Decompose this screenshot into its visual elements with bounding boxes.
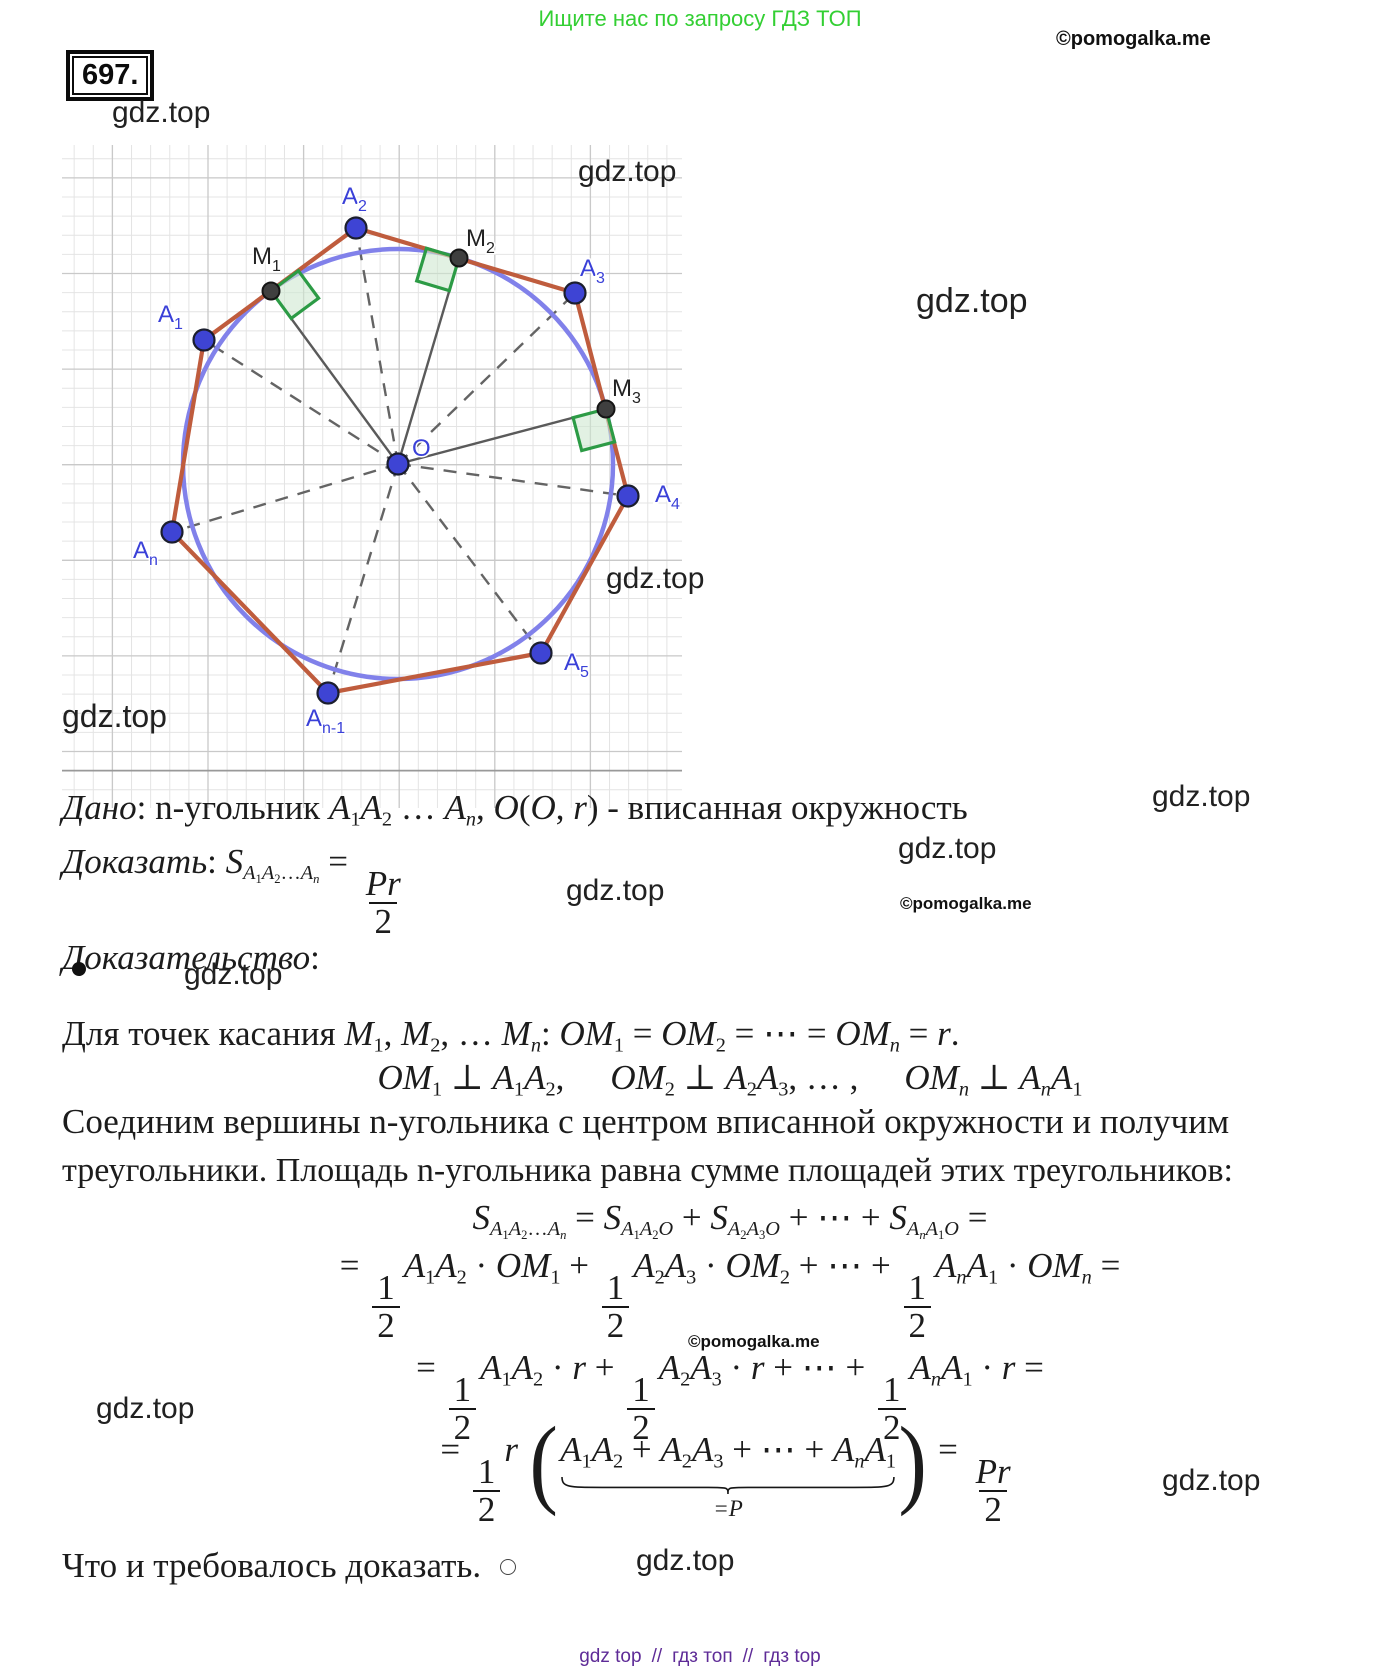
qed-circle-icon — [499, 1559, 516, 1575]
tangent-point-label: M3 — [612, 375, 641, 407]
tangent-point-dot — [449, 248, 469, 268]
gdz-watermark: gdz.top — [1162, 1464, 1261, 1497]
dashed-radius-line — [397, 292, 576, 465]
gdz-watermark: gdz.top — [96, 1392, 195, 1425]
tangent-radius-line — [397, 407, 607, 466]
gdz-watermark: gdz.top — [1152, 780, 1251, 813]
promo-banner-text: Ищите нас по запросу ГДЗ ТОП — [538, 6, 862, 31]
problem-number: 697. — [72, 56, 149, 96]
pomogalka-watermark: ©pomogalka.me — [688, 1332, 820, 1351]
dashed-radius-line — [397, 463, 542, 654]
center-dot — [386, 452, 410, 476]
vertex-label: An-1 — [306, 705, 345, 737]
copyright-watermark-top: ©pomogalka.me — [1056, 28, 1211, 50]
vertex-dot — [344, 216, 368, 240]
pomogalka-watermark: ©pomogalka.me — [900, 894, 1032, 913]
vertex-dot — [529, 641, 553, 665]
gdz-watermark: gdz.top — [916, 282, 1028, 320]
tangent-radius-line — [270, 290, 399, 465]
tangent-point-dot — [261, 281, 281, 301]
vertex-label: A3 — [580, 255, 605, 287]
vertex-label: A4 — [655, 481, 680, 513]
footer-separator: // — [742, 1646, 754, 1667]
dashed-radius-line — [171, 462, 399, 534]
prove-line: Доказать: SA1A2…An = Pr 2 — [62, 842, 401, 942]
gdz-watermark: gdz.top — [566, 874, 665, 907]
vertex-label: A1 — [158, 301, 183, 333]
vertex-label: An — [133, 537, 158, 569]
underbrace-label: =P — [713, 1496, 743, 1521]
vertex-label: A2 — [342, 183, 367, 215]
half-om-line: = 1 2 A1A2 · OM1 + 1 2 A2A3 · OM2 + ⋯ + 1 2 An… — [339, 1246, 1121, 1346]
footer-link[interactable]: гдз top — [763, 1646, 821, 1667]
gdz-watermark: gdz.top — [184, 958, 283, 991]
gdz-watermark: gdz.top — [62, 698, 167, 734]
ngon-outline — [169, 225, 631, 696]
vertex-dot — [316, 681, 340, 705]
half-r-line: = 1 2 A1A2 · r + 1 2 A2A3 · r + ⋯ + 1 2 AnA1 ·… — [416, 1348, 1044, 1448]
footer-separator: // — [651, 1646, 663, 1667]
proof-heading: Доказательство: — [62, 938, 320, 977]
right-angle-marker — [414, 246, 461, 293]
right-angle-marker — [268, 268, 321, 321]
dashed-radius-line — [354, 227, 400, 465]
gdz-watermark: gdz.top — [112, 96, 211, 129]
footer-link[interactable]: гдз топ — [672, 1646, 733, 1667]
tangent-point-dot — [596, 399, 616, 419]
tangent-points-line: Для точек касания M1, M2, … Mn: OM1 = OM… — [62, 1014, 960, 1057]
bullet-point — [72, 962, 86, 976]
underbrace-group: A1A2 + A2A3 + ⋯ + AnA1 =P — [560, 1428, 896, 1521]
tangent-point-label: M1 — [252, 243, 281, 275]
dashed-radius-line — [203, 338, 399, 466]
right-angle-marker — [571, 407, 617, 453]
gdz-watermark: gdz.top — [606, 562, 705, 595]
given-line: Дано: n-угольник A1A2 … An, O(O, r) - вп… — [62, 788, 968, 831]
gdz-watermark: gdz.top — [578, 155, 677, 188]
tangent-radius-line — [396, 257, 461, 465]
dashed-radius-line — [326, 463, 400, 694]
connect-line-2: треугольники. Площадь n-угольника равна … — [62, 1152, 1234, 1189]
tangent-point-label: M2 — [466, 225, 495, 257]
dashed-radius-line — [397, 462, 629, 498]
vertex-label: A5 — [564, 649, 589, 681]
geometry-figure: A1 A2 A3 A4 A5 An-1 An M1 M2 M3 O — [62, 145, 682, 808]
vertex-dot — [192, 328, 216, 352]
connect-line-1: Соединим вершины n-угольника с центром в… — [62, 1102, 1230, 1141]
qed-line: Что и требовалось доказать. — [62, 1544, 516, 1588]
vertex-dot — [616, 484, 640, 508]
gdz-watermark: gdz.top — [898, 832, 997, 865]
gdz-watermark: gdz.top — [636, 1544, 735, 1577]
center-label: O — [412, 435, 431, 462]
area-sum-line: SA1A2…An = SA1A2O + SA2A3O + ⋯ + SAnA1O … — [472, 1198, 988, 1243]
footer-link[interactable]: gdz top — [579, 1646, 642, 1667]
problem-number-badge: 697. — [66, 50, 155, 102]
vertex-dot — [563, 281, 587, 305]
footer-links: gdz top // гдз топ // гдз top — [0, 1646, 1400, 1668]
vertex-dot — [160, 520, 184, 544]
perpendicular-line: OM1 ⊥ A1A2, OM2 ⊥ A2A3, … , OMn ⊥ AnA1 — [377, 1058, 1083, 1101]
underbrace-icon — [562, 1477, 894, 1494]
